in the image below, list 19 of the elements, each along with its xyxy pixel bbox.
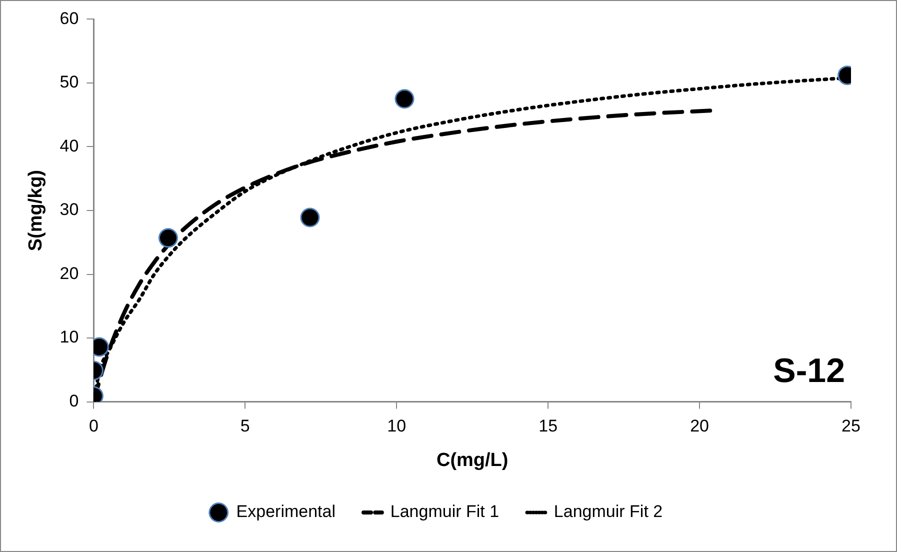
x-tick-label: 5 — [240, 416, 250, 436]
y-tick-label: 40 — [60, 136, 79, 156]
y-tick-label: 0 — [69, 391, 79, 410]
y-tick-label: 10 — [60, 328, 79, 347]
legend-label: Experimental — [236, 502, 336, 522]
x-tick-label: 15 — [538, 416, 558, 436]
legend-label: Langmuir Fit 2 — [554, 502, 663, 522]
x-tick-label: 25 — [842, 416, 860, 436]
x-tick-label: 20 — [690, 416, 710, 436]
x-tick-label: 10 — [387, 416, 406, 436]
x-tick-label: 0 — [88, 416, 98, 436]
annotation: S-12 — [773, 352, 845, 390]
legend-label: Langmuir Fit 1 — [390, 502, 500, 522]
y-tick-label: 30 — [60, 200, 79, 220]
y-tick-label: 60 — [60, 8, 79, 28]
x-axis-title: C(mg/L) — [436, 450, 508, 471]
y-tick-label: 20 — [60, 264, 79, 283]
y-tick-label: 50 — [60, 72, 79, 92]
y-axis-title: S(mg/kg) — [26, 170, 47, 252]
